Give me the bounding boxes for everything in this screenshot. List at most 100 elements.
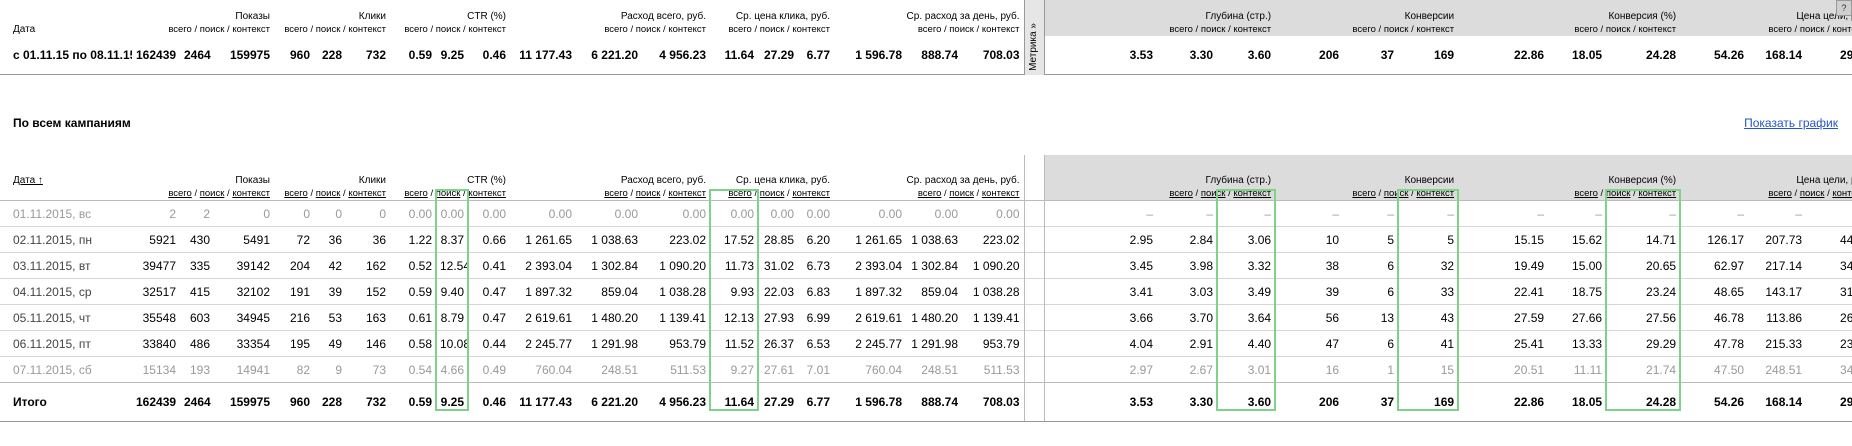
sort-total-link: всего xyxy=(728,24,752,35)
sort-search-link[interactable]: поиск xyxy=(1605,188,1631,199)
cell-value: 1 291.98 xyxy=(906,330,962,357)
sort-total-link[interactable]: всего xyxy=(1768,188,1792,199)
cell-value: 3.64 xyxy=(1217,304,1276,331)
column-sub-labels: всего / поиск / контекст xyxy=(1574,188,1677,199)
metrika-spacer xyxy=(1023,278,1045,305)
metrika-spacer xyxy=(1023,356,1045,383)
cell-value: 3.41 xyxy=(1044,278,1158,305)
sort-total-link: всего xyxy=(1574,24,1598,35)
cell-value: 9.25 xyxy=(436,36,468,75)
sort-search-link: поиск xyxy=(435,24,461,35)
sort-context-link: контекст xyxy=(1416,24,1455,35)
sort-search-link[interactable]: поиск xyxy=(1383,188,1409,199)
summary-row: с 01.11.15 по 08.11.15 162439 2464 159975 96… xyxy=(0,36,1852,75)
sort-search-link: поиск xyxy=(1799,24,1825,35)
sort-total-link[interactable]: всего xyxy=(1574,188,1598,199)
sort-search-link[interactable]: поиск xyxy=(435,188,461,199)
cell-value: 0 xyxy=(346,200,390,227)
cell-value: – xyxy=(1748,200,1807,227)
cell-value: 3.06 xyxy=(1217,226,1276,253)
date-sort-header[interactable]: Дата ↑ xyxy=(13,175,43,186)
cell-value: 6.99 xyxy=(798,304,834,331)
cell-value: 36 xyxy=(314,226,346,253)
sort-total-link[interactable]: всего xyxy=(728,188,752,199)
column-group-label: Ср. цена клика, руб. xyxy=(735,175,830,186)
top-header-group: Ср. цена клика, руб. всего / поиск / конт… xyxy=(710,0,834,36)
sort-total-link: всего xyxy=(284,24,308,35)
help-corner-icon[interactable]: ? xyxy=(1836,0,1852,16)
cell-value: 3.30 xyxy=(1157,36,1218,75)
sort-context-link[interactable]: контекст xyxy=(468,188,506,199)
column-group-label: Ср. расход за день, руб. xyxy=(906,11,1020,22)
sort-search-link[interactable]: поиск xyxy=(759,188,785,199)
sort-search-link[interactable]: поиск xyxy=(1799,188,1825,199)
cell-value: 0.00 xyxy=(390,200,436,227)
metrika-spacer xyxy=(1023,200,1045,227)
campaign-stats-table: Дата ↑ Показы всего / поиск / контекст Клик… xyxy=(0,155,1852,422)
cell-value: 9.25 xyxy=(436,382,468,422)
show-chart-link[interactable]: Показать график xyxy=(1744,116,1838,130)
sort-total-link[interactable]: всего xyxy=(168,188,192,199)
sort-context-link[interactable]: контекст xyxy=(1233,188,1272,199)
sort-total-link[interactable]: всего xyxy=(1352,188,1376,199)
cell-value: 168.14 xyxy=(1748,36,1807,75)
metrika-spacer xyxy=(1023,382,1045,422)
sort-context-link[interactable]: контекст xyxy=(792,188,830,199)
cell-value: 53 xyxy=(314,304,346,331)
cell-value: 0.00 xyxy=(758,200,798,227)
sort-search-link[interactable]: поиск xyxy=(315,188,341,199)
sort-context-link[interactable]: контекст xyxy=(348,188,386,199)
row-date: 01.11.2015, вс xyxy=(0,200,132,227)
column-group-label: Расход всего, руб. xyxy=(620,175,706,186)
metrika-toggle[interactable]: Метрика » xyxy=(1023,0,1045,75)
sort-total-link[interactable]: всего xyxy=(604,188,628,199)
column-sub-labels: всего / поиск / контекст xyxy=(404,188,506,199)
cell-value: 29.29 xyxy=(1606,330,1681,357)
cell-value: 2.84 xyxy=(1157,226,1218,253)
sort-search-link[interactable]: поиск xyxy=(1200,188,1226,199)
cell-value: 1 038.63 xyxy=(906,226,962,253)
cell-value: 3.49 xyxy=(1217,278,1276,305)
sort-total-link[interactable]: всего xyxy=(284,188,308,199)
sort-total-link[interactable]: всего xyxy=(404,188,428,199)
cell-value: 953.79 xyxy=(962,330,1025,357)
sort-search-link: поиск xyxy=(635,24,661,35)
sort-context-link[interactable]: контекст xyxy=(981,188,1020,199)
metrika-spacer xyxy=(1023,155,1045,201)
cell-value: 859.04 xyxy=(906,278,962,305)
sort-search-link[interactable]: поиск xyxy=(949,188,974,199)
row-date: 07.11.2015, сб xyxy=(0,356,132,383)
row-date: 04.11.2015, ср xyxy=(0,278,132,305)
cell-value: 18.05 xyxy=(1548,382,1607,422)
cell-value: 0.00 xyxy=(834,200,906,227)
top-header-group: Расход всего, руб. всего / поиск / контек… xyxy=(510,0,710,36)
sort-context-link[interactable]: контекст xyxy=(1416,188,1455,199)
cell-value: 27.66 xyxy=(1548,304,1607,331)
cell-value: 1 291.98 xyxy=(576,330,642,357)
cell-value: – xyxy=(1398,200,1459,227)
cell-value: 760.04 xyxy=(834,356,906,383)
cell-value: 36 xyxy=(346,226,390,253)
sort-search-link[interactable]: поиск xyxy=(199,188,225,199)
table-row: 04.11.2015, ср 32517 415 32102 191 39 152 0.59 9… xyxy=(0,278,1852,305)
sort-context-link[interactable]: контекст xyxy=(1638,188,1677,199)
column-sub-labels: всего / поиск / контекст xyxy=(917,188,1020,199)
sort-context-link[interactable]: контекст xyxy=(232,188,270,199)
sort-context-link[interactable]: контекст xyxy=(1832,188,1852,199)
cell-value: 31.46 xyxy=(1806,278,1852,305)
sort-total-link[interactable]: всего xyxy=(917,188,942,199)
cell-value: 1.22 xyxy=(390,226,436,253)
cell-value: 13 xyxy=(1343,304,1399,331)
column-group-label: Клики xyxy=(358,11,386,22)
cell-value: 32102 xyxy=(214,278,274,305)
cell-value: 0.66 xyxy=(468,226,510,253)
sort-search-link[interactable]: поиск xyxy=(635,188,661,199)
cell-value: 29.33 xyxy=(1806,382,1852,422)
cell-value: 27.61 xyxy=(758,356,798,383)
sort-total-link[interactable]: всего xyxy=(1169,188,1193,199)
cell-value: 17.52 xyxy=(710,226,758,253)
cell-value: 2 245.77 xyxy=(834,330,906,357)
cell-value: 28.85 xyxy=(758,226,798,253)
sort-context-link[interactable]: контекст xyxy=(668,188,706,199)
column-sub-labels: всего / поиск / контекст xyxy=(1684,23,1852,36)
